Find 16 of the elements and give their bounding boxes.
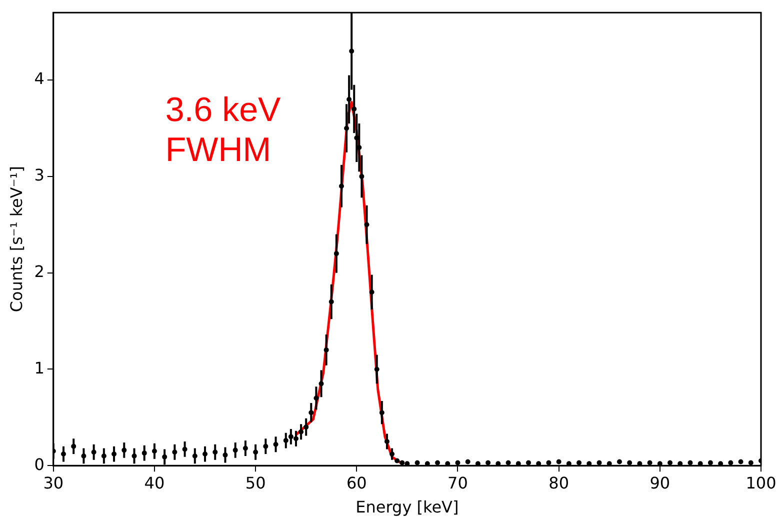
y-tick-label: 0 (34, 454, 44, 474)
y-tick-label: 1 (34, 358, 44, 378)
y-axis-title: Counts [s⁻¹ keV⁻¹] (6, 166, 26, 312)
y-tick-label: 2 (34, 262, 44, 281)
x-tick-label: 70 (448, 473, 468, 492)
x-tick-label: 80 (548, 473, 569, 492)
y-tick-label: 3 (34, 166, 44, 185)
annotation: 3.6 keV FWHM (165, 90, 282, 170)
x-axis-title: Energy [keV] (356, 498, 459, 517)
x-tick-label: 30 (43, 473, 64, 492)
x-tick-label: 100 (746, 473, 776, 492)
y-tick-label: 4 (34, 69, 44, 88)
x-tick-label: 90 (650, 473, 670, 492)
x-tick-label: 40 (144, 473, 165, 492)
x-tick-label: 50 (245, 473, 266, 492)
x-tick-label: 60 (346, 473, 367, 492)
